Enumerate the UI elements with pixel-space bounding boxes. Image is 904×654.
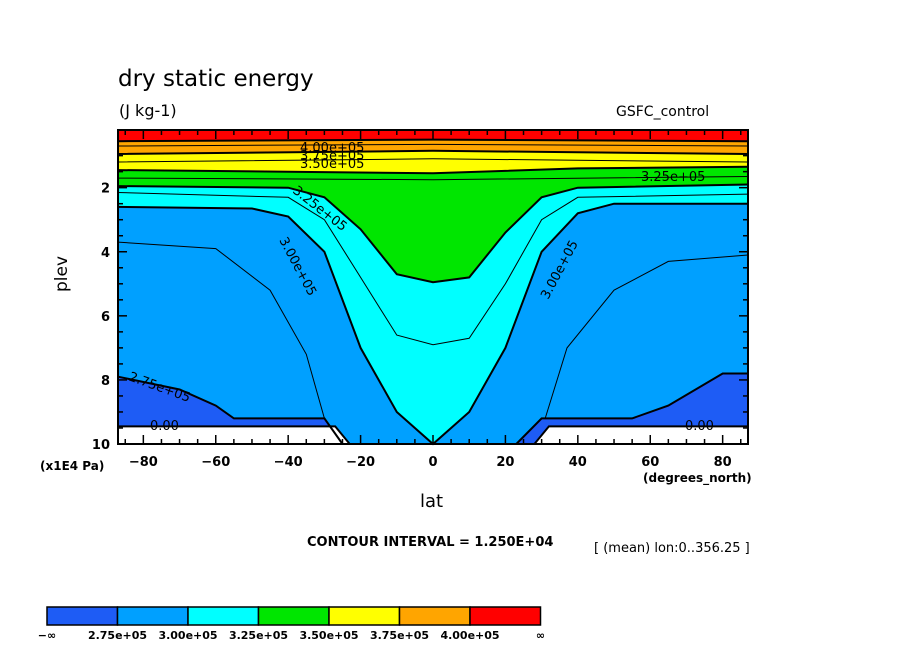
contour-label: 3.75e+05 [300, 149, 364, 164]
contour-line-minor [544, 254, 749, 419]
colorbar-label: 4.00e+05 [440, 629, 499, 642]
y-tick-label: 10 [92, 438, 110, 453]
colorbar-label: 3.25e+05 [229, 629, 288, 642]
colorbar-swatch [116, 606, 189, 626]
contour-interval-note: CONTOUR INTERVAL = 1.250E+04 [307, 535, 554, 550]
x-tick-label: 60 [641, 455, 659, 470]
contour-label: 0.00 [150, 419, 179, 434]
contour-label: 3.25e+05 [641, 170, 705, 185]
contour-label: 4.00e+05 [300, 141, 364, 156]
colorbar-swatch [187, 606, 260, 626]
contour-line-c375 [117, 149, 749, 155]
y-tick-label: 4 [101, 246, 110, 261]
contour-line-minor [117, 143, 749, 147]
contour-label: 0.00 [685, 419, 714, 434]
colorbar-label: ∞ [536, 629, 545, 642]
axes: −80 −60 −40 −20 0 20 40 60 80 2 4 6 8 10 [92, 129, 749, 470]
x-axis-label: lat [420, 491, 444, 512]
fill-ground-north [534, 426, 748, 444]
colorbar: −∞ 2.75e+05 3.00e+05 3.25e+05 3.50e+05 3.75e+… [38, 606, 545, 642]
contour-label: 3.50e+05 [300, 157, 364, 172]
averaging-note: [ (mean) lon:0..356.25 ] [594, 541, 750, 556]
x-tick-label: 80 [714, 455, 732, 470]
contour-line-minor [117, 241, 325, 419]
contour-line-c275-south [117, 375, 344, 445]
contour-line-c350 [117, 165, 749, 175]
colorbar-label: 3.75e+05 [370, 629, 429, 642]
contour-line-c325 [117, 183, 749, 284]
colorbar-label: 3.50e+05 [299, 629, 358, 642]
y-axis-units: (x1E4 Pa) [40, 459, 105, 473]
colorbar-swatch [469, 606, 542, 626]
colorbar-swatch [257, 606, 330, 626]
colorbar-label: 2.75e+05 [88, 629, 147, 642]
colorbar-swatch [398, 606, 471, 626]
contour-line-c275-north [515, 372, 748, 445]
x-tick-label: 0 [428, 455, 437, 470]
contour-line-ground-south [118, 425, 351, 445]
colorbar-swatch [328, 606, 401, 626]
x-tick-label: −40 [274, 455, 303, 470]
chart-units: (J kg-1) [119, 101, 177, 120]
contour-line-minor [117, 158, 749, 163]
chart-title: dry static energy [118, 66, 314, 92]
colorbar-label: −∞ [38, 629, 56, 642]
x-tick-label: −60 [201, 455, 230, 470]
fill-cyan-core [360, 347, 506, 444]
contour-line-minor [117, 192, 749, 346]
contour-line-c400 [117, 138, 749, 143]
x-tick-label: 40 [569, 455, 587, 470]
fill-300-right [433, 203, 748, 444]
contour-line-ground-north [533, 425, 748, 445]
colorbar-label: 3.00e+05 [158, 629, 217, 642]
fill-ground-south [118, 426, 350, 444]
x-tick-label: −20 [346, 455, 375, 470]
x-tick-label: −80 [129, 455, 158, 470]
colorbar-swatch [46, 606, 119, 626]
y-tick-label: 6 [101, 310, 110, 325]
y-tick-label: 2 [101, 182, 110, 197]
fill-300-left [118, 206, 433, 444]
x-axis-units: (degrees_north) [643, 471, 752, 485]
y-tick-label: 8 [101, 374, 110, 389]
experiment-label: GSFC_control [616, 104, 710, 120]
x-tick-label: 20 [496, 455, 514, 470]
contour-line-minor [117, 176, 749, 181]
